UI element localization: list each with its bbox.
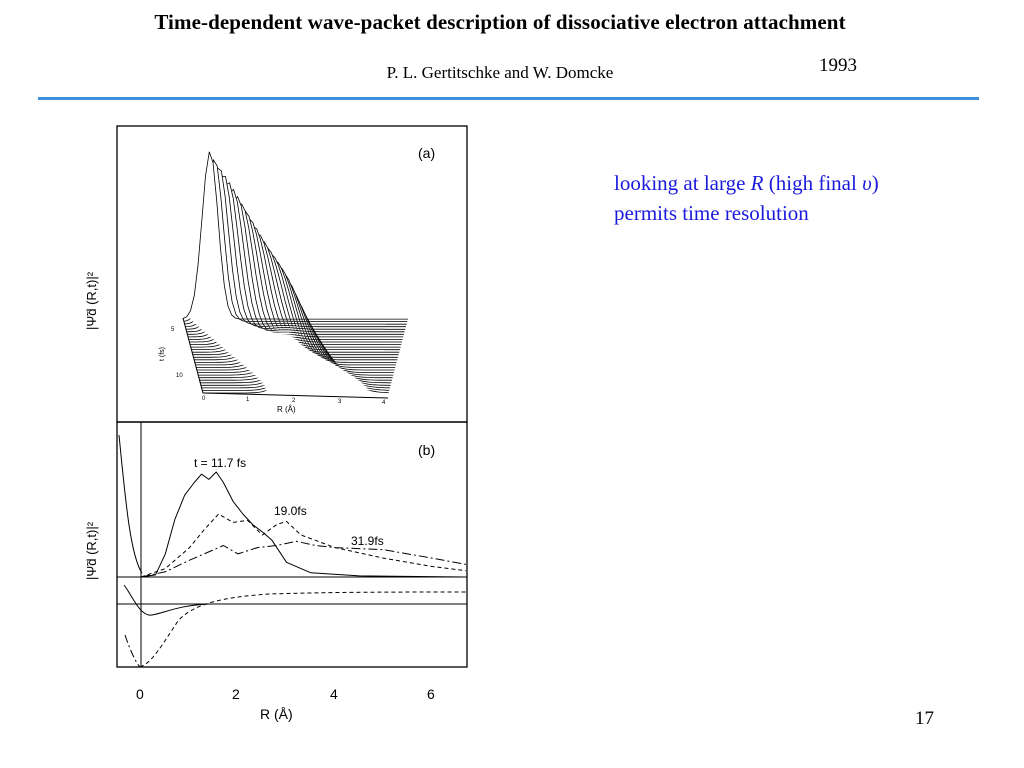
panel-a-surface [182,151,408,394]
panel-a-ylabel: |Ψ̃d (R,t)|² [84,271,99,330]
note-var-r: R [750,171,764,195]
x-tick-6: 6 [427,686,435,702]
note-var-v: υ [862,171,872,195]
panel-a-ttick-5: 5 [171,327,175,333]
x-tick-2: 2 [232,686,240,702]
waterfall-trace-0 [182,151,408,320]
panel-a-tick-4: 4 [382,400,386,406]
panel-a-ttick-10: 10 [176,373,183,379]
header-divider [38,97,979,100]
panel-b-curves [140,471,466,578]
panel-b-lower-curve-dashed [139,591,468,668]
panel-b-lower-curve-solid [123,584,467,616]
x-tick-0: 0 [136,686,144,702]
panel-b-ylabel: |Ψ̃d (R,t)|² [84,521,99,580]
x-axis-label: R (Å) [260,706,293,722]
paper-title: Time-dependent wave-packet description o… [154,10,846,34]
series-line-0 [140,471,466,578]
panel-a-tlabel: t (fs) [159,347,166,361]
panel-a-r-axis [202,392,389,399]
note-text-1: looking at large [614,171,751,195]
waterfall-trace-16 [193,266,398,361]
panel-a-tick-2: 2 [292,398,296,404]
annotation-text: looking at large R (high final υ) permit… [614,168,894,228]
series-line-2 [140,540,466,578]
panel-a-tick-1: 1 [246,397,250,403]
panel-b-lower-curve-dashdot [124,634,141,668]
page-number: 17 [915,708,934,729]
wave-packet-figure: (a) (b) |Ψ̃d (R,t)|² |Ψ̃d (R,t)|² 0 1 2 … [84,125,468,722]
panel-b-spike [118,434,143,574]
panel-a-label: (a) [418,145,435,161]
paper-authors: P. L. Gertitschke and W. Domcke [386,63,614,82]
note-text-2: (high final [763,171,863,195]
series-line-1 [140,513,466,578]
curve-label-31-9fs: 31.9fs [351,534,384,548]
panel-a-tick-3: 3 [338,399,342,405]
panel-a-tick-0: 0 [202,396,206,402]
x-tick-4: 4 [330,686,338,702]
panel-b-label: (b) [418,442,435,458]
note-text-3: ) permits time resolution [614,171,879,225]
panel-a-t-axis [182,317,204,394]
curve-label-19-0fs: 19.0fs [274,504,307,518]
panel-a-xlabel: R (Å) [277,405,296,414]
curve-label-11-7fs: t = 11.7 fs [194,456,246,470]
panel-b-frame [116,421,468,668]
publication-year: 1993 [819,55,857,76]
